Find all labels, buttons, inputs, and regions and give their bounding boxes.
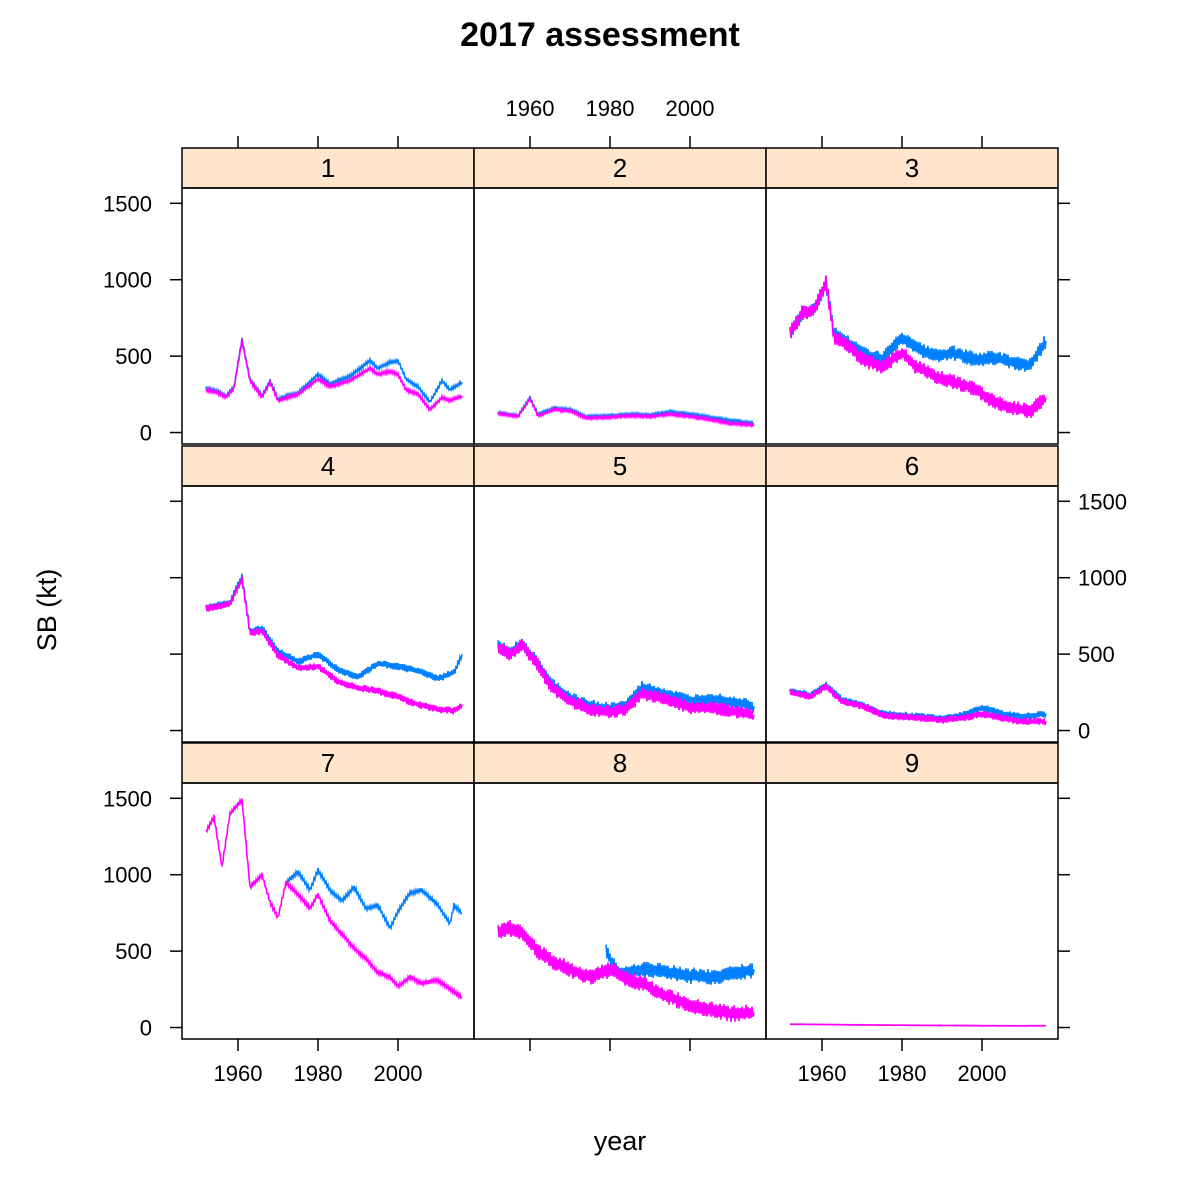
strip-label-1: 1 <box>321 153 335 183</box>
panel-border-1 <box>181 187 475 445</box>
strip-3 <box>765 147 1059 189</box>
panel-border-9 <box>765 782 1059 1040</box>
y-tick-label-left: 500 <box>115 939 152 964</box>
panel-border-4 <box>181 485 475 743</box>
y-tick-label-right: 0 <box>1078 719 1090 744</box>
strip-8 <box>473 742 767 784</box>
strip-1 <box>181 147 475 189</box>
x-tick-label-bottom: 1960 <box>214 1061 263 1086</box>
panel-border-2 <box>473 187 767 445</box>
series-line-panel-4-2 <box>205 576 463 715</box>
y-tick-label-left: 0 <box>140 1016 152 1041</box>
panel-border-7 <box>181 782 475 1040</box>
series-line-panel-8-2 <box>497 920 755 1023</box>
strip-label-4: 4 <box>321 451 335 481</box>
axes: 0 500 1000 1500 0 500 1000 1500 0 500 1000 1500 1960… <box>103 96 1127 1086</box>
panel-border-6 <box>765 485 1059 743</box>
series-line-panel-7-2 <box>205 797 463 1001</box>
strip-7 <box>181 742 475 784</box>
series-line-panel-6-2 <box>789 683 1047 726</box>
panel-7: 7 <box>181 742 475 1040</box>
panel-3: 3 <box>765 147 1059 445</box>
strip-label-2: 2 <box>613 153 627 183</box>
y-tick-label-right: 500 <box>1078 642 1115 667</box>
x-tick-label-bottom: 1980 <box>294 1061 343 1086</box>
series-line-panel-7-1 <box>285 867 463 931</box>
panel-8: 8 <box>473 742 767 1040</box>
x-tick-label-bottom: 1960 <box>798 1061 847 1086</box>
panel-grid: 1 2 3 4 5 6 7 8 9 0 500 1000 1500 0 500 1000 1500 0 500 100… <box>103 96 1127 1086</box>
chart-title: 2017 assessment <box>460 16 740 54</box>
y-axis-label: SB (kt) <box>32 569 62 652</box>
panel-1: 1 <box>181 147 475 445</box>
series-line-panel-1-2 <box>205 339 463 413</box>
x-tick-label-top: 1960 <box>506 96 555 121</box>
panel-5: 5 <box>473 445 767 743</box>
panel-6: 6 <box>765 445 1059 743</box>
series-line-panel-5-2 <box>497 639 755 720</box>
panel-border-3 <box>765 187 1059 445</box>
x-tick-label-top: 1980 <box>586 96 635 121</box>
x-tick-label-bottom: 1980 <box>878 1061 927 1086</box>
y-tick-label-left: 1500 <box>103 786 152 811</box>
strip-2 <box>473 147 767 189</box>
panel-2: 2 <box>473 147 767 445</box>
strip-label-6: 6 <box>905 451 919 481</box>
strip-label-3: 3 <box>905 153 919 183</box>
panel-border-8 <box>473 782 767 1040</box>
strip-label-7: 7 <box>321 748 335 778</box>
strip-label-9: 9 <box>905 748 919 778</box>
panel-4: 4 <box>181 445 475 743</box>
x-tick-label-bottom: 2000 <box>958 1061 1007 1086</box>
strip-label-8: 8 <box>613 748 627 778</box>
series-line-panel-3-2 <box>789 275 1047 418</box>
panel-9: 9 <box>765 742 1059 1040</box>
y-tick-label-left: 1500 <box>103 191 152 216</box>
y-tick-label-left: 1000 <box>103 863 152 888</box>
series-line-panel-2-2 <box>497 397 755 429</box>
strip-6 <box>765 445 1059 487</box>
x-axis-label: year <box>594 1126 647 1156</box>
y-tick-label-left: 0 <box>140 421 152 446</box>
strip-5 <box>473 445 767 487</box>
series-line-panel-9-1 <box>789 1023 1047 1028</box>
y-tick-label-right: 1000 <box>1078 566 1127 591</box>
strip-label-5: 5 <box>613 451 627 481</box>
series-line-panel-1-1 <box>205 337 463 404</box>
y-tick-label-left: 500 <box>115 344 152 369</box>
x-tick-label-top: 2000 <box>666 96 715 121</box>
x-tick-label-bottom: 2000 <box>374 1061 423 1086</box>
y-tick-label-right: 1500 <box>1078 489 1127 514</box>
y-tick-label-left: 1000 <box>103 268 152 293</box>
